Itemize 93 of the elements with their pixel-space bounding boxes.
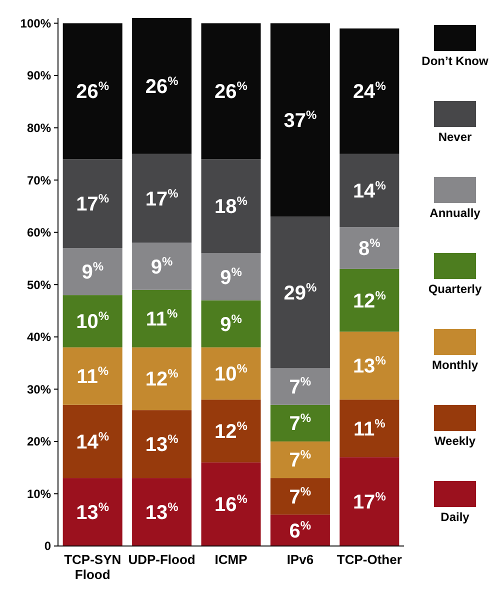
data-label: 13$^{%}$ [352, 353, 386, 378]
data-label: 17$^{%}$ [76, 191, 110, 216]
legend-label: Quarterly [428, 282, 482, 296]
bar [340, 227, 400, 269]
y-tick-label: 80% [26, 120, 52, 135]
data-label: 17$^{%}$ [352, 489, 386, 514]
data-label: 6$^{%}$ [289, 518, 312, 542]
bar [62, 159, 122, 248]
bar [340, 154, 400, 228]
y-tick-label: 0 [44, 539, 52, 554]
x-tick-label: IPv6 [286, 552, 314, 567]
bar [270, 441, 330, 478]
bar [270, 404, 330, 442]
bar [62, 478, 122, 546]
data-label: 9$^{%}$ [220, 311, 242, 336]
y-tick-label: 90% [26, 68, 52, 83]
bar [201, 23, 261, 160]
legend-label: Weekly [434, 434, 476, 448]
data-label: 9$^{%}$ [150, 254, 174, 278]
bar [132, 18, 192, 154]
data-label: 7$^{%}$ [289, 484, 312, 508]
data-label: 13$^{%}$ [145, 432, 179, 456]
bar [270, 514, 330, 546]
bar [62, 248, 122, 296]
bar [62, 23, 122, 160]
data-label: 16$^{%}$ [214, 492, 248, 516]
data-label: 12$^{%}$ [214, 418, 248, 443]
bar [340, 400, 400, 458]
data-label: 37$^{%}$ [284, 108, 317, 132]
data-label: 10$^{%}$ [76, 308, 110, 334]
bar [270, 216, 330, 368]
data-label: 26$^{%}$ [214, 78, 248, 104]
bar [201, 462, 261, 546]
data-label: 7$^{%}$ [289, 374, 312, 399]
bar [201, 253, 261, 300]
data-label: 12$^{%}$ [145, 366, 179, 391]
bar [62, 347, 122, 405]
data-label: 17$^{%}$ [145, 186, 179, 210]
bar [340, 457, 400, 546]
legend-label: Never [438, 130, 472, 144]
data-label: 7$^{%}$ [289, 410, 312, 436]
bar [340, 268, 400, 332]
x-tick-label: TCP-SYN Flood [64, 552, 122, 582]
data-label: 11$^{%}$ [76, 364, 109, 388]
bar [62, 404, 122, 478]
data-label: 26$^{%}$ [76, 78, 110, 104]
y-tick-label: 10% [26, 486, 52, 501]
y-tick-label: 40% [26, 330, 52, 344]
bar [270, 23, 330, 217]
bar [201, 347, 261, 400]
data-label: 13$^{%}$ [145, 500, 179, 524]
bar [132, 154, 192, 243]
data-label: 11$^{%}$ [353, 416, 386, 440]
y-tick-label: 30% [26, 382, 52, 396]
bar [132, 347, 192, 410]
legend-label: Monthly [432, 358, 478, 372]
y-tick-label: 60% [26, 226, 52, 240]
data-label: 24$^{%}$ [352, 78, 386, 104]
bar [132, 242, 192, 290]
bar [132, 290, 192, 348]
data-label: 12$^{%}$ [352, 288, 386, 312]
y-tick-label: 70% [26, 173, 52, 188]
data-label: 14$^{%}$ [352, 178, 386, 203]
data-label: 11$^{%}$ [146, 306, 178, 331]
data-label: 29$^{%}$ [284, 280, 317, 304]
legend-label: Annually [430, 206, 481, 220]
data-label: 10$^{%}$ [214, 361, 248, 386]
data-label: 9$^{%}$ [82, 259, 104, 284]
legend-label: Don’t Know [422, 54, 489, 68]
bar [201, 400, 261, 462]
bar [340, 332, 400, 400]
legend-label: Daily [440, 510, 470, 524]
bar [201, 159, 261, 254]
data-label: 13$^{%}$ [76, 500, 110, 524]
bar [132, 410, 192, 478]
bar [132, 478, 192, 546]
x-tick-label: UDP-Flood [128, 552, 196, 567]
data-label: 8$^{%}$ [358, 236, 381, 260]
data-label: 26$^{%}$ [145, 74, 179, 98]
bar [270, 368, 330, 405]
bar [270, 478, 330, 515]
bar [340, 28, 400, 154]
data-label: 14$^{%}$ [76, 429, 110, 454]
y-tick-label: 100% [20, 16, 52, 30]
y-tick-label: 50% [26, 278, 52, 292]
x-tick-label: ICMP [214, 552, 248, 567]
bar [62, 295, 122, 348]
y-tick-label: 20% [26, 434, 52, 449]
bar [201, 300, 261, 348]
x-tick-label: TCP-Other [336, 552, 402, 567]
data-label: 18$^{%}$ [214, 194, 248, 218]
data-label: 7$^{%}$ [289, 447, 312, 472]
data-label: 9$^{%}$ [220, 264, 242, 289]
